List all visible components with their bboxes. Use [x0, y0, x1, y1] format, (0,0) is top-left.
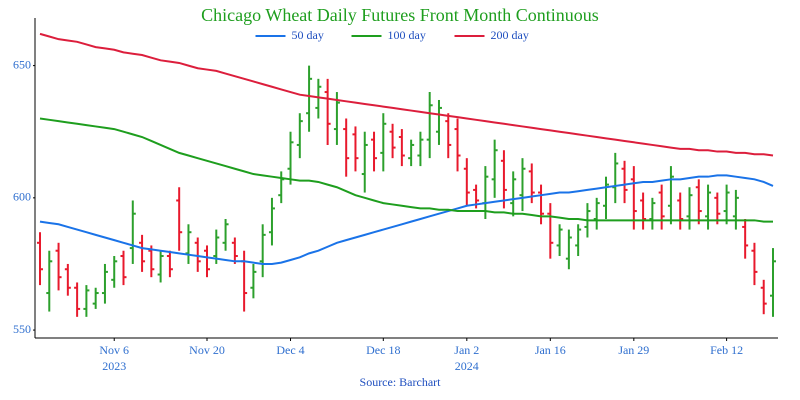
x-tick-label: Dec 4: [276, 343, 304, 357]
source-note: Source: Barchart: [360, 375, 442, 389]
legend-label: 100 day: [388, 28, 426, 42]
x-tick-label: Jan 2: [454, 343, 479, 357]
legend-label: 200 day: [491, 28, 529, 42]
chart-title: Chicago Wheat Daily Futures Front Month …: [201, 5, 599, 25]
y-tick-label: 650: [13, 57, 31, 71]
x-tick-label: Feb 12: [710, 343, 743, 357]
x-tick-label: Dec 18: [366, 343, 400, 357]
y-tick-label: 550: [13, 322, 31, 336]
x-tick-label: Nov 6: [99, 343, 129, 357]
x-tick-label: Jan 16: [535, 343, 566, 357]
moving-average-line: [39, 174, 774, 265]
moving-average-line: [39, 117, 773, 223]
x-tick-label: Nov 20: [189, 343, 225, 357]
y-tick-label: 600: [13, 190, 31, 204]
moving-average-line: [39, 32, 774, 157]
legend-label: 50 day: [292, 28, 324, 42]
x-tick-year: 2024: [455, 359, 479, 373]
x-tick-year: 2023: [102, 359, 126, 373]
x-tick-label: Jan 29: [618, 343, 649, 357]
